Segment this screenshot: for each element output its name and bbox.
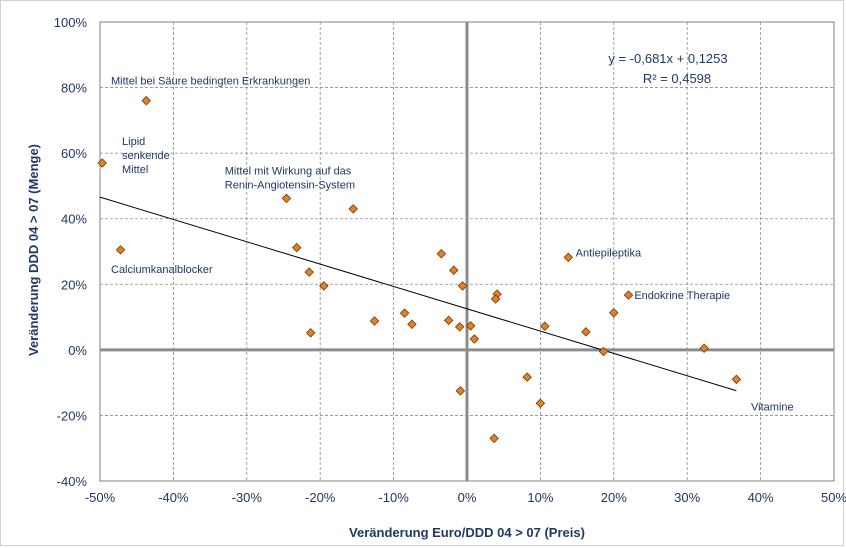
- data-point: [407, 319, 417, 330]
- data-point: [304, 267, 314, 277]
- data-point: [455, 386, 466, 396]
- data-point: [305, 328, 316, 338]
- y-tick-label: -40%: [57, 474, 88, 489]
- data-point: [540, 321, 550, 332]
- data-point: [609, 308, 619, 318]
- trendline: [99, 196, 737, 392]
- regression-equation: y = -0,681x + 0,1253: [608, 51, 727, 66]
- x-tick-label: -50%: [85, 490, 116, 505]
- data-point: [699, 343, 709, 353]
- annotation-line: Antiepileptika: [576, 247, 642, 259]
- annotation-line: Lipid: [122, 136, 145, 148]
- data-point: [469, 334, 480, 344]
- data-point: [581, 327, 591, 337]
- annotation-label: Endokrine Therapie: [634, 290, 730, 302]
- x-tick-label: -20%: [305, 490, 336, 505]
- annotation-line: Mittel bei Säure bedingten Erkrankungen: [111, 75, 310, 87]
- data-point: [489, 433, 499, 444]
- y-tick-label: 0%: [68, 343, 87, 358]
- data-point: [465, 321, 476, 331]
- data-point: [598, 346, 609, 357]
- x-tick-label: 10%: [527, 490, 553, 505]
- trendline-group: [99, 196, 737, 392]
- x-tick-label: -30%: [232, 490, 263, 505]
- y-tick-label: 80%: [61, 81, 87, 96]
- annotation-line: Mittel: [122, 164, 148, 176]
- data-point: [141, 95, 152, 106]
- x-tick-label: 40%: [748, 490, 774, 505]
- data-point: [115, 245, 126, 255]
- annotation-label: Calciumkanalblocker: [111, 264, 213, 276]
- data-point: [319, 281, 329, 291]
- x-tick-label: 0%: [458, 490, 477, 505]
- annotation-label: Mittel bei Säure bedingten Erkrankungen: [111, 75, 310, 87]
- annotation-line: Endokrine Therapie: [634, 290, 730, 302]
- annotation-line: Vitamine: [751, 402, 794, 414]
- data-point: [348, 204, 358, 214]
- data-point: [457, 281, 468, 291]
- annotation-label: Antiepileptika: [576, 247, 642, 259]
- data-point: [97, 158, 107, 168]
- annotations: Mittel bei Säure bedingten Erkrankungen L…: [111, 75, 794, 413]
- annotation-line: Calciumkanalblocker: [111, 264, 213, 276]
- y-tick-label: 20%: [61, 277, 87, 292]
- data-point: [399, 308, 410, 318]
- annotation-line: Mittel mit Wirkung auf das: [225, 165, 352, 177]
- y-tick-label: 100%: [54, 15, 88, 30]
- data-point: [281, 193, 292, 204]
- data-points: [97, 95, 742, 444]
- annotation-label: Mittel mit Wirkung auf das Renin-Angioten…: [225, 165, 355, 191]
- annotation-label: Lipid senkende Mittel: [122, 136, 170, 176]
- y-tick-label: -20%: [57, 408, 88, 423]
- axes: [100, 22, 834, 481]
- annotation-label: Vitamine: [751, 402, 794, 414]
- annotation-line: Renin-Angiotensin-System: [225, 179, 355, 191]
- data-point: [563, 252, 574, 263]
- annotation-line: senkende: [122, 150, 170, 162]
- x-axis-title: Veränderung Euro/DDD 04 > 07 (Preis): [349, 525, 585, 540]
- data-point: [436, 249, 447, 259]
- data-point: [623, 290, 634, 300]
- data-point: [443, 315, 454, 326]
- data-point: [522, 372, 532, 382]
- x-tick-label: 50%: [821, 490, 846, 505]
- y-tick-label: 40%: [61, 212, 87, 227]
- y-tick-label: 60%: [61, 146, 87, 161]
- x-tick-labels: -50% -40% -30% -20% -10% 0% 10% 20% 30% 40% 50%: [85, 490, 846, 505]
- y-tick-labels: -40% -20% 0% 20% 40% 60% 80% 100%: [54, 15, 88, 489]
- data-point: [731, 374, 742, 385]
- r-squared-label: R² = 0,4598: [643, 71, 711, 86]
- x-tick-label: 20%: [601, 490, 627, 505]
- data-point: [369, 316, 380, 326]
- y-axis-title: Veränderung DDD 04 > 07 (Menge): [26, 144, 41, 356]
- data-point: [291, 242, 302, 253]
- x-tick-label: -10%: [378, 490, 409, 505]
- x-tick-label: 30%: [674, 490, 700, 505]
- data-point: [454, 322, 465, 332]
- data-point: [449, 265, 459, 275]
- data-point: [535, 398, 546, 409]
- data-point: [490, 294, 501, 304]
- x-tick-label: -40%: [158, 490, 189, 505]
